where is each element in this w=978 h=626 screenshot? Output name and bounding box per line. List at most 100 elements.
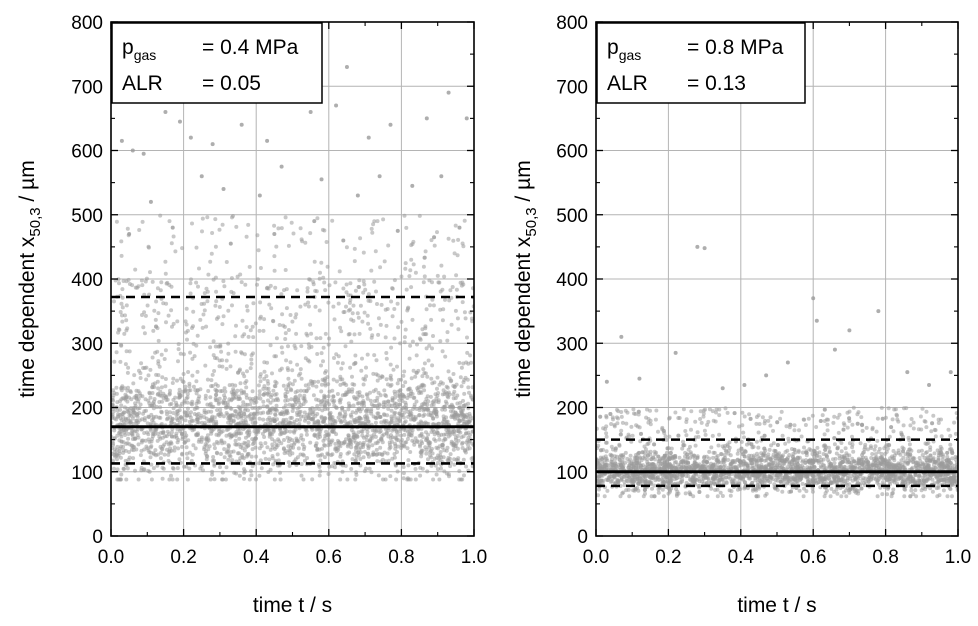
data-point — [321, 419, 325, 423]
data-point — [158, 214, 162, 218]
data-point — [139, 403, 143, 407]
data-point — [345, 283, 349, 287]
data-point — [354, 459, 358, 463]
data-point — [828, 450, 832, 454]
data-point — [179, 377, 183, 381]
data-point — [729, 494, 733, 498]
data-point — [851, 450, 855, 454]
data-point — [443, 298, 447, 302]
data-point — [269, 408, 273, 412]
data-point — [941, 455, 945, 459]
data-point — [379, 420, 383, 424]
data-point — [126, 466, 130, 470]
data-point — [225, 359, 229, 363]
data-point — [284, 268, 288, 272]
data-point — [142, 431, 146, 435]
data-point — [237, 437, 241, 441]
data-point — [437, 434, 441, 438]
data-point — [385, 413, 389, 417]
data-point — [368, 327, 372, 331]
data-point — [176, 446, 180, 450]
data-point — [388, 474, 392, 478]
data-point — [832, 415, 836, 419]
data-point — [939, 445, 943, 449]
data-point — [224, 406, 228, 410]
data-point — [404, 328, 408, 332]
data-point — [140, 449, 144, 453]
data-point — [321, 359, 325, 363]
data-point — [468, 418, 472, 422]
data-point — [423, 361, 427, 365]
data-point — [451, 431, 455, 435]
data-point — [230, 215, 234, 219]
data-point — [186, 392, 190, 396]
data-point — [356, 419, 360, 423]
data-point — [461, 300, 465, 304]
data-point — [429, 318, 433, 322]
data-point — [123, 433, 127, 437]
data-point — [237, 442, 241, 446]
data-point — [248, 403, 252, 407]
data-point — [453, 385, 457, 389]
data-point — [246, 434, 250, 438]
data-point — [225, 434, 229, 438]
data-point — [410, 376, 414, 380]
data-point — [298, 372, 302, 376]
data-point — [163, 394, 167, 398]
data-point — [185, 456, 189, 460]
data-point — [353, 247, 357, 251]
data-point — [194, 379, 198, 383]
data-point — [865, 426, 869, 430]
data-point — [356, 193, 360, 197]
data-point — [327, 394, 331, 398]
data-point — [328, 412, 332, 416]
data-point — [367, 292, 371, 296]
data-point — [227, 443, 231, 447]
data-point — [452, 448, 456, 452]
data-point — [370, 333, 374, 337]
data-point — [410, 439, 414, 443]
data-point — [305, 334, 309, 338]
y-tick-label: 800 — [71, 13, 103, 34]
data-point — [300, 239, 304, 243]
data-point — [177, 457, 181, 461]
data-point — [189, 277, 193, 281]
data-point — [401, 374, 405, 378]
data-point — [315, 216, 319, 220]
data-point — [377, 316, 381, 320]
data-point — [258, 375, 262, 379]
data-point — [421, 367, 425, 371]
data-point — [315, 352, 319, 356]
x-tick-label: 0.0 — [98, 547, 124, 568]
data-point — [253, 406, 257, 410]
data-point — [140, 394, 144, 398]
data-point — [378, 174, 382, 178]
data-point — [615, 415, 619, 419]
data-point — [356, 311, 360, 315]
data-point — [684, 491, 688, 495]
data-point — [311, 280, 315, 284]
data-point — [684, 433, 688, 437]
data-point — [159, 431, 163, 435]
data-point — [318, 336, 322, 340]
data-point — [605, 489, 609, 493]
data-point — [333, 280, 337, 284]
data-point — [281, 324, 285, 328]
data-point — [377, 473, 381, 477]
data-point — [447, 458, 451, 462]
data-point — [694, 444, 698, 448]
data-point — [393, 337, 397, 341]
data-point — [343, 381, 347, 385]
data-point — [279, 412, 283, 416]
data-point — [242, 477, 246, 481]
data-point — [425, 436, 429, 440]
data-point — [339, 420, 343, 424]
data-point — [406, 307, 410, 311]
data-point — [149, 455, 153, 459]
data-point — [604, 431, 608, 435]
data-point — [360, 320, 364, 324]
data-point — [912, 421, 916, 425]
data-point — [128, 413, 132, 417]
data-point — [119, 344, 123, 348]
